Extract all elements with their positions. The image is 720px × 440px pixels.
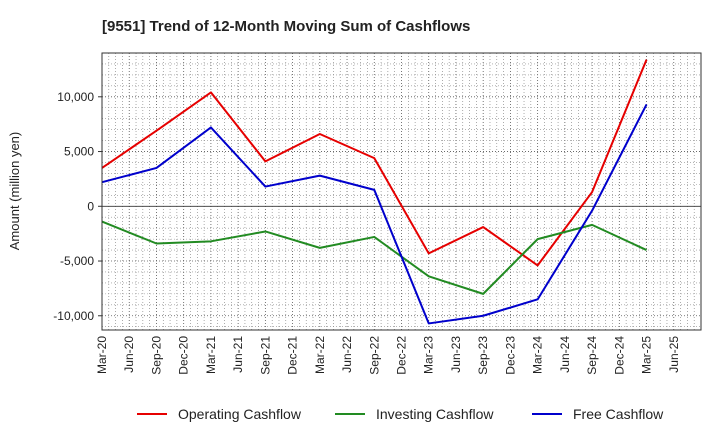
- x-tick-label: Mar-23: [422, 336, 436, 374]
- series-layer: [101, 59, 648, 325]
- x-tick-label: Jun-21: [231, 336, 245, 373]
- y-tick-label: 0: [87, 199, 94, 213]
- series-line-investing-cashflow: [101, 220, 647, 295]
- x-tick-label: Mar-25: [640, 336, 654, 374]
- legend-label-investing-cashflow: Investing Cashflow: [376, 406, 494, 422]
- x-tick-label: Mar-21: [204, 336, 218, 374]
- x-tick-labels: Mar-20 Jun-20 Sep-20 Dec-20 Mar-21 Jun-21 Sep-…: [95, 336, 681, 375]
- x-tick-label: Jun-25: [667, 336, 681, 373]
- legend-label-operating-cashflow: Operating Cashflow: [178, 406, 302, 422]
- x-tick-label: Mar-22: [313, 336, 327, 374]
- plot-frame: [101, 52, 702, 331]
- y-tick-label: 10,000: [57, 90, 94, 104]
- x-tick-label: Jun-24: [558, 336, 572, 373]
- x-tick-label: Mar-20: [95, 336, 109, 374]
- x-tick-label: Jun-23: [449, 336, 463, 373]
- x-tick-label: Sep-22: [367, 336, 381, 375]
- y-tick-label: -10,000: [53, 309, 94, 323]
- chart-title: [9551] Trend of 12-Month Moving Sum of C…: [102, 18, 470, 35]
- x-tick-label: Sep-24: [585, 336, 599, 375]
- x-tick-label: Dec-24: [612, 336, 626, 375]
- x-tick-label: Dec-23: [503, 336, 517, 375]
- x-tick-label: Dec-21: [286, 336, 300, 375]
- x-tick-label: Dec-20: [177, 336, 191, 375]
- x-tick-label: Dec-22: [395, 336, 409, 375]
- x-tick-label: Mar-24: [531, 336, 545, 374]
- x-tick-label: Jun-22: [340, 336, 354, 373]
- y-axis-label: Amount (million yen): [7, 132, 22, 251]
- y-tick-label: 5,000: [64, 145, 94, 159]
- series-line-operating-cashflow: [101, 59, 648, 267]
- y-tick-labels: 10,000 5,000 0 -5,000 -10,000: [53, 90, 102, 323]
- series-line-free-cashflow: [101, 104, 648, 325]
- x-tick-label: Sep-20: [149, 336, 163, 375]
- y-tick-label: -5,000: [60, 254, 94, 268]
- legend: Operating Cashflow Investing Cashflow Free…: [137, 406, 664, 422]
- axes: [101, 52, 702, 331]
- x-tick-label: Sep-21: [258, 336, 272, 375]
- legend-label-free-cashflow: Free Cashflow: [573, 406, 664, 422]
- x-tick-label: Jun-20: [122, 336, 136, 373]
- x-tick-label: Sep-23: [476, 336, 490, 375]
